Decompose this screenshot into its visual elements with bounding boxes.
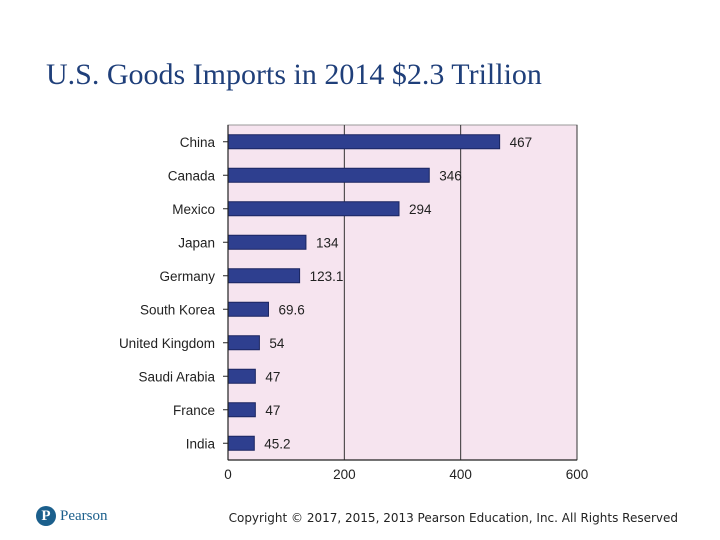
data-label: 123.1 (310, 269, 344, 284)
bar-chart: 0 200 400 600 China 467 Canada 346 Mexico 294 Japa… (119, 124, 588, 482)
data-label: 54 (269, 336, 285, 351)
data-label: 45.2 (264, 436, 290, 451)
data-label: 69.6 (278, 302, 304, 317)
x-tick-label: 200 (333, 467, 356, 482)
bar (227, 167, 430, 183)
pearson-logo-text: Pearson (60, 507, 108, 524)
bar (227, 301, 269, 317)
bar (227, 234, 307, 250)
x-tick-label: 0 (224, 467, 232, 482)
category-label: Germany (159, 269, 215, 284)
data-label: 467 (510, 135, 533, 150)
category-label: United Kingdom (119, 336, 215, 351)
data-label: 47 (265, 369, 280, 384)
bar (227, 368, 256, 384)
category-label: Japan (178, 235, 215, 250)
category-label: France (173, 403, 215, 418)
labels: 0 200 400 600 China 467 Canada 346 Mexico 294 Japa… (119, 135, 588, 482)
bar (227, 134, 501, 150)
axes (223, 125, 577, 461)
category-label: Mexico (172, 202, 215, 217)
bar (227, 435, 255, 451)
slide-title: U.S. Goods Imports in 2014 $2.3 Trillion (46, 58, 542, 91)
category-label: Saudi Arabia (138, 369, 215, 384)
bar (227, 201, 400, 217)
bars (227, 134, 501, 451)
bar (227, 402, 256, 418)
data-label: 134 (316, 235, 339, 250)
x-tick-label: 400 (449, 467, 472, 482)
pearson-logo-icon: P (36, 506, 56, 526)
x-tick-label: 600 (566, 467, 589, 482)
category-label: South Korea (140, 302, 216, 317)
bar (227, 335, 260, 351)
data-label: 346 (439, 168, 462, 183)
data-label: 47 (265, 403, 280, 418)
pearson-logo: P Pearson (36, 506, 108, 526)
category-label: India (186, 436, 216, 451)
category-label: Canada (168, 168, 216, 183)
copyright-notice: Copyright © 2017, 2015, 2013 Pearson Edu… (228, 511, 678, 525)
bar (227, 268, 301, 284)
data-label: 294 (409, 202, 432, 217)
category-label: China (180, 135, 216, 150)
